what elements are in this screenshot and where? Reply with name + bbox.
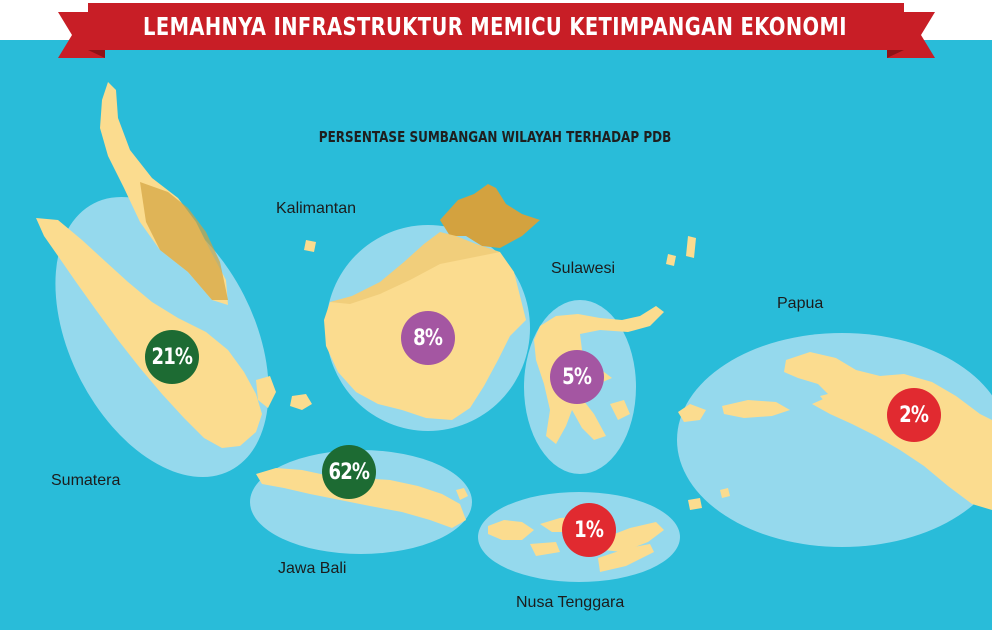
badge-value-kalimantan: 8% xyxy=(413,325,443,351)
timor-island xyxy=(598,544,654,572)
page-title: LEMAHNYA INFRASTRUKTUR MEMICU KETIMPANGA… xyxy=(143,11,847,41)
label-kalimantan: Kalimantan xyxy=(276,200,357,217)
banner-left-fold xyxy=(88,50,105,58)
label-sulawesi: Sulawesi xyxy=(551,260,616,277)
label-nusa-tenggara: Nusa Tenggara xyxy=(516,594,625,611)
small-island-north xyxy=(666,254,676,266)
badge-papua: 2% xyxy=(887,388,941,442)
kei-island xyxy=(720,488,730,498)
badge-value-sulawesi: 5% xyxy=(562,364,592,390)
aru-island xyxy=(688,498,702,510)
bali-island xyxy=(456,488,468,500)
badge-sumatera: 21% xyxy=(145,330,199,384)
label-papua: Papua xyxy=(777,295,824,312)
badge-nusa-tenggara: 1% xyxy=(562,503,616,557)
lombok-island xyxy=(488,520,534,540)
jawa-island xyxy=(256,468,466,528)
badge-value-sumatera: 21% xyxy=(151,344,194,370)
badge-kalimantan: 8% xyxy=(401,311,455,365)
kaimana-island xyxy=(820,392,842,408)
sabah-land xyxy=(440,184,540,248)
natuna-island xyxy=(304,240,316,252)
seram-island xyxy=(722,400,790,418)
sumatera-island xyxy=(36,218,262,448)
label-sumatera: Sumatera xyxy=(51,472,121,489)
north-maluku-island xyxy=(686,236,696,258)
malaysia-borneo-shade xyxy=(330,232,500,304)
badge-value-jawa-bali: 62% xyxy=(328,459,371,485)
chart-subtitle: PERSENTASE SUMBANGAN WILAYAH TERHADAP PD… xyxy=(318,128,672,146)
buton-island xyxy=(610,400,630,420)
bangka-island xyxy=(256,376,276,408)
banner-right-fold xyxy=(887,50,904,58)
sumba-island xyxy=(530,542,560,556)
badge-value-papua: 2% xyxy=(899,402,929,428)
flores-island xyxy=(604,522,664,552)
malay-peninsula-shade xyxy=(140,182,228,300)
buru-island xyxy=(678,404,706,422)
banner-bar xyxy=(88,3,904,50)
badge-sulawesi: 5% xyxy=(550,350,604,404)
label-jawa-bali: Jawa Bali xyxy=(278,560,347,577)
papua-island xyxy=(784,352,992,510)
badge-jawa-bali: 62% xyxy=(322,445,376,499)
belitung-island xyxy=(290,394,312,410)
badge-value-nusa-tenggara: 1% xyxy=(574,517,604,543)
